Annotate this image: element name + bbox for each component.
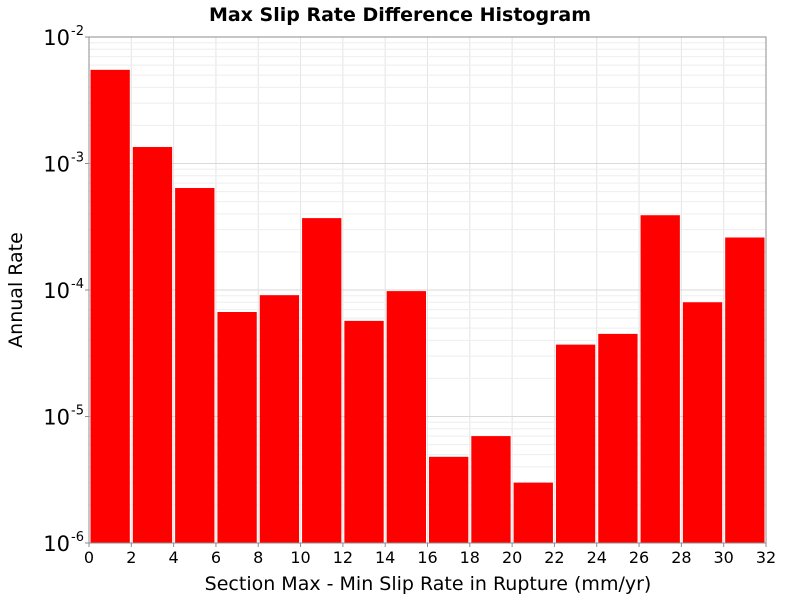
x-tick-label: 14 bbox=[375, 548, 395, 567]
histogram-bar bbox=[682, 302, 723, 543]
y-tick-label: 10 bbox=[43, 279, 70, 303]
x-tick-label: 16 bbox=[417, 548, 437, 567]
x-tick-label: 0 bbox=[84, 548, 94, 567]
y-tick-exponent: -5 bbox=[71, 404, 84, 419]
histogram-bar bbox=[598, 333, 638, 543]
histogram-bar bbox=[640, 215, 680, 543]
y-axis-ticks: 10-210-310-410-510-6 bbox=[43, 24, 89, 556]
x-tick-label: 32 bbox=[756, 548, 776, 567]
histogram-bar bbox=[344, 320, 384, 543]
histogram-bar bbox=[725, 237, 765, 544]
histogram-bar bbox=[132, 147, 173, 544]
x-tick-label: 24 bbox=[587, 548, 607, 567]
histogram-bar bbox=[555, 344, 596, 543]
histogram-bar bbox=[217, 312, 257, 543]
x-tick-label: 30 bbox=[714, 548, 734, 567]
x-axis-label: Section Max - Min Slip Rate in Rupture (… bbox=[205, 573, 652, 595]
y-tick-label: 10 bbox=[43, 406, 70, 430]
x-tick-label: 2 bbox=[126, 548, 136, 567]
histogram-bar bbox=[429, 456, 469, 543]
histogram-bar bbox=[471, 436, 511, 543]
y-tick-exponent: -6 bbox=[71, 530, 84, 545]
x-tick-label: 18 bbox=[460, 548, 480, 567]
x-tick-label: 26 bbox=[629, 548, 649, 567]
x-tick-label: 28 bbox=[671, 548, 691, 567]
x-tick-label: 4 bbox=[169, 548, 179, 567]
histogram-bar bbox=[175, 188, 215, 543]
x-tick-label: 22 bbox=[544, 548, 564, 567]
y-tick-label: 10 bbox=[43, 26, 70, 50]
histogram-bar bbox=[90, 69, 130, 543]
chart-title: Max Slip Rate Difference Histogram bbox=[209, 4, 591, 26]
y-tick-label: 10 bbox=[43, 532, 70, 556]
y-tick-exponent: -3 bbox=[71, 151, 84, 166]
y-tick-exponent: -4 bbox=[71, 277, 84, 292]
histogram-bar bbox=[513, 482, 553, 543]
bars bbox=[90, 69, 765, 544]
x-tick-label: 20 bbox=[502, 548, 522, 567]
x-tick-label: 6 bbox=[211, 548, 221, 567]
x-tick-label: 10 bbox=[290, 548, 310, 567]
x-axis-ticks: 0 2 4 6 8 10 12 14 16 18 20 22 24 26 28 30 32 bbox=[84, 543, 776, 567]
histogram-bar bbox=[386, 291, 426, 543]
y-tick-exponent: -2 bbox=[71, 24, 84, 39]
y-tick-label: 10 bbox=[43, 153, 70, 177]
x-tick-label: 12 bbox=[333, 548, 353, 567]
y-axis-label: Annual Rate bbox=[5, 232, 27, 348]
histogram-bar bbox=[259, 295, 300, 543]
histogram-bar bbox=[302, 218, 342, 543]
x-tick-label: 8 bbox=[253, 548, 263, 567]
